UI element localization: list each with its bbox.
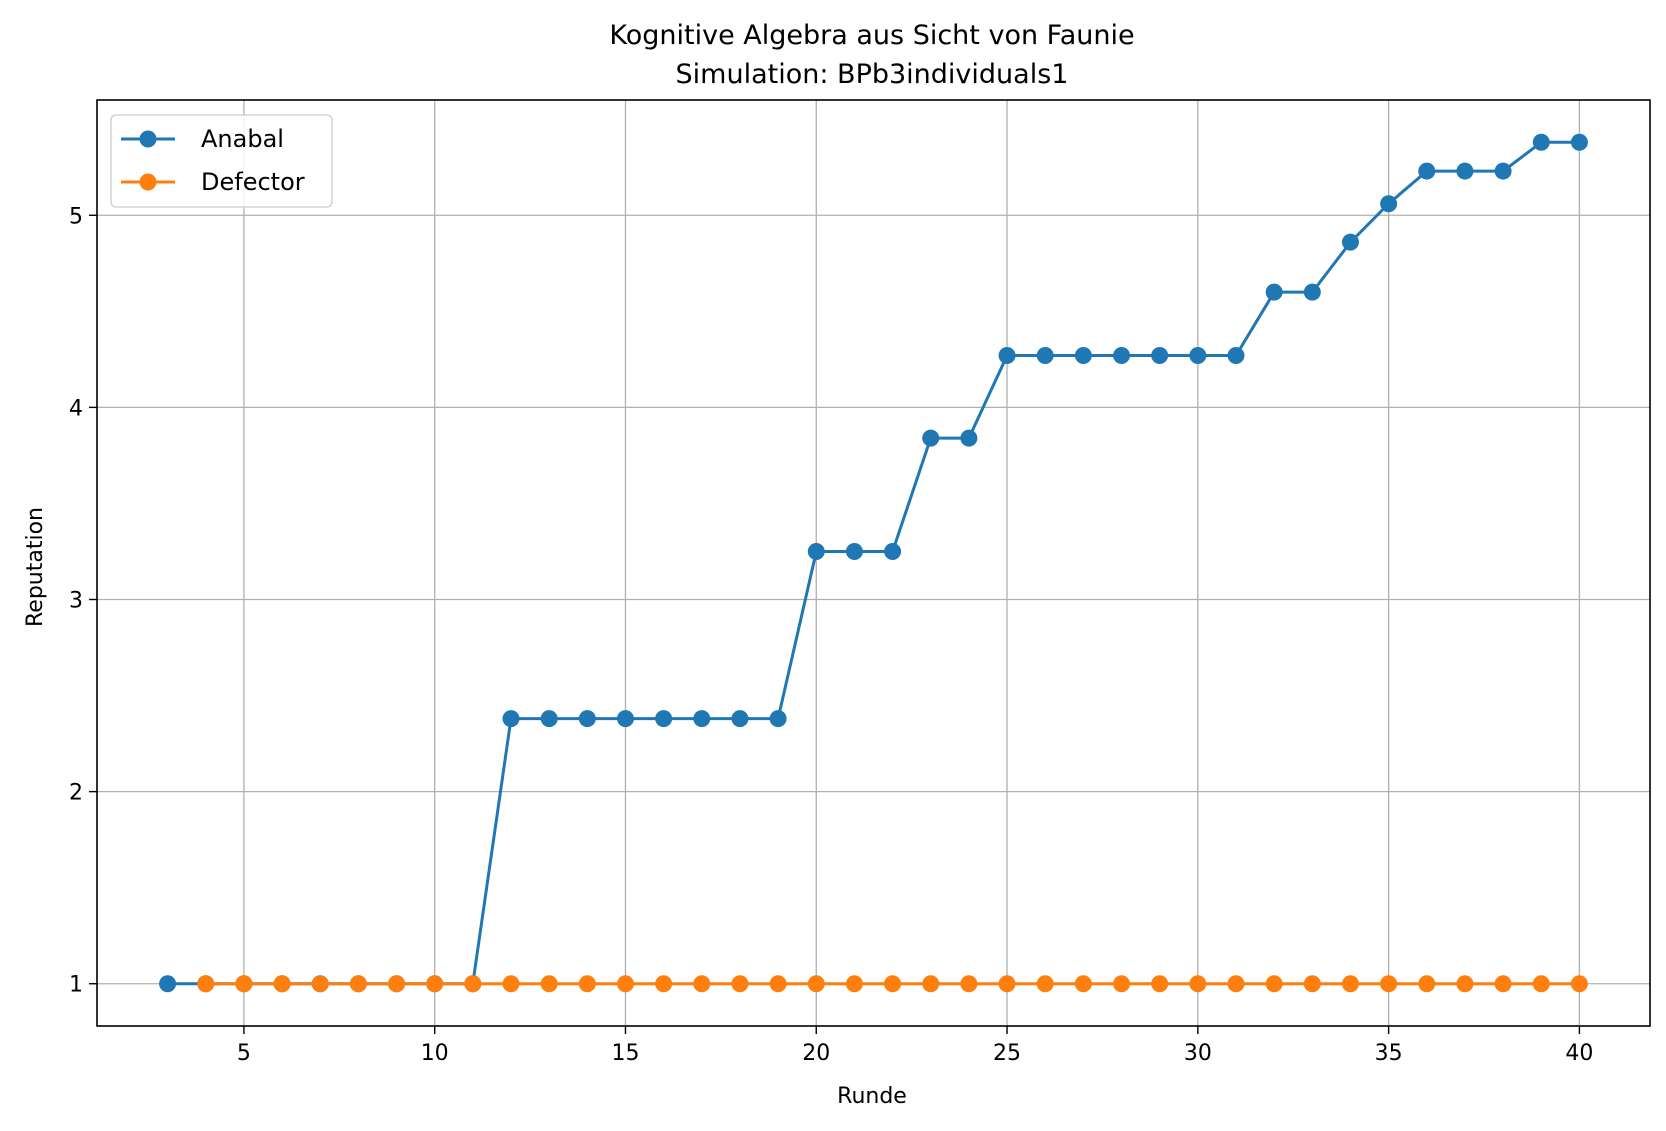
data-point: [273, 975, 291, 993]
data-point: [1456, 162, 1474, 180]
x-tick-label: 35: [1375, 1041, 1403, 1066]
data-point: [540, 710, 558, 728]
legend-swatch-marker: [139, 173, 157, 191]
data-point: [884, 975, 902, 993]
data-point: [1074, 975, 1092, 993]
y-tick-label: 2: [69, 781, 83, 806]
data-point: [502, 710, 520, 728]
data-point: [311, 975, 329, 993]
data-point: [159, 975, 177, 993]
data-point: [1303, 283, 1321, 301]
data-point: [1074, 347, 1092, 365]
data-point: [1151, 347, 1169, 365]
data-point: [769, 975, 787, 993]
data-point: [807, 542, 825, 560]
data-point: [616, 975, 634, 993]
data-point: [1532, 133, 1550, 151]
data-point: [1036, 347, 1054, 365]
data-point: [1418, 162, 1436, 180]
series-defector: [197, 975, 1588, 993]
legend-label: Anabal: [201, 125, 284, 153]
data-point: [845, 975, 863, 993]
data-point: [1570, 975, 1588, 993]
legend-swatch-marker: [139, 130, 157, 148]
chart-subtitle: Simulation: BPb3individuals1: [676, 59, 1069, 90]
data-point: [1570, 133, 1588, 151]
data-point: [540, 975, 558, 993]
data-point: [1494, 162, 1512, 180]
data-point: [922, 429, 940, 447]
data-point: [1113, 347, 1131, 365]
x-tick-label: 15: [611, 1041, 639, 1066]
data-point: [884, 542, 902, 560]
data-point: [578, 975, 596, 993]
data-point: [922, 975, 940, 993]
y-axis-label: Reputation: [23, 507, 48, 627]
y-tick-label: 1: [69, 973, 83, 998]
data-point: [578, 710, 596, 728]
data-point: [693, 710, 711, 728]
axis-ticks: 5 10 15 20 25 30 35 40 1 2 3 4 5: [69, 204, 1593, 1066]
y-tick-label: 3: [69, 589, 83, 614]
data-point: [1227, 347, 1245, 365]
data-point: [1151, 975, 1169, 993]
data-point: [731, 710, 749, 728]
data-point: [998, 975, 1016, 993]
data-point: [197, 975, 215, 993]
data-point: [464, 975, 482, 993]
plot-frame: [96, 99, 1651, 1027]
legend: Anabal Defector: [110, 114, 333, 208]
data-point: [388, 975, 406, 993]
data-point: [807, 975, 825, 993]
data-point: [845, 542, 863, 560]
data-point: [655, 710, 673, 728]
data-point: [1341, 233, 1359, 251]
data-point: [1036, 975, 1054, 993]
data-point: [1265, 975, 1283, 993]
data-point: [426, 975, 444, 993]
x-tick-label: 5: [237, 1041, 251, 1066]
legend-label: Defector: [201, 168, 305, 196]
data-point: [1227, 975, 1245, 993]
data-point: [502, 975, 520, 993]
data-point: [1341, 975, 1359, 993]
data-point: [349, 975, 367, 993]
chart-title: Kognitive Algebra aus Sicht von Faunie: [609, 20, 1134, 51]
data-point: [960, 975, 978, 993]
data-point: [1456, 975, 1474, 993]
data-point: [1265, 283, 1283, 301]
y-tick-label: 5: [69, 204, 83, 229]
data-point: [655, 975, 673, 993]
y-tick-label: 4: [69, 396, 83, 421]
data-point: [998, 347, 1016, 365]
data-point: [1380, 975, 1398, 993]
x-tick-label: 10: [421, 1041, 449, 1066]
x-tick-label: 20: [802, 1041, 830, 1066]
x-axis-label: Runde: [837, 1084, 907, 1109]
series-group: [159, 133, 1588, 993]
data-point: [1418, 975, 1436, 993]
data-point: [1303, 975, 1321, 993]
data-point: [235, 975, 253, 993]
data-point: [1380, 195, 1398, 213]
data-point: [731, 975, 749, 993]
x-tick-label: 25: [993, 1041, 1021, 1066]
data-point: [1189, 347, 1207, 365]
data-point: [1532, 975, 1550, 993]
data-point: [1189, 975, 1207, 993]
data-point: [769, 710, 787, 728]
x-tick-label: 30: [1184, 1041, 1212, 1066]
data-point: [1113, 975, 1131, 993]
data-point: [693, 975, 711, 993]
data-point: [616, 710, 634, 728]
x-tick-label: 40: [1565, 1041, 1593, 1066]
data-point: [1494, 975, 1512, 993]
data-point: [960, 429, 978, 447]
